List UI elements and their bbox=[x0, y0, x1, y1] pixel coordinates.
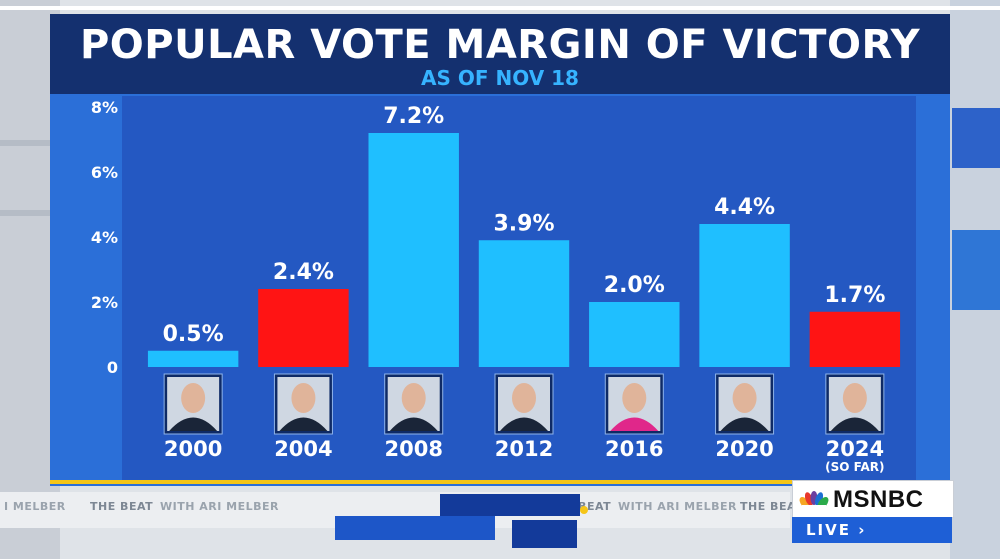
portrait-face-2020 bbox=[732, 383, 757, 413]
value-label-2008: 7.2% bbox=[383, 104, 444, 129]
bar-chart: 0 2% 4% 6% 8% 0.5% 2000 2.4% 2004 7.2% 2008 3.9% 201… bbox=[91, 98, 901, 474]
y-tick-label: 8% bbox=[91, 98, 118, 117]
bar-2016 bbox=[589, 302, 680, 367]
bar-2024 bbox=[809, 311, 901, 367]
x-tick-label-2016: 2016 bbox=[605, 437, 663, 461]
bar-2004 bbox=[258, 289, 349, 367]
portrait-face-2008 bbox=[401, 383, 426, 413]
ticker-dot bbox=[580, 506, 588, 514]
portrait-face-2004 bbox=[291, 383, 316, 413]
portrait-body-2012 bbox=[500, 417, 548, 431]
live-badge: LIVE › bbox=[792, 517, 952, 543]
ticker-block bbox=[512, 520, 577, 548]
bar-2000 bbox=[147, 350, 239, 367]
portrait-face-2012 bbox=[512, 383, 536, 413]
ticker-host-2: WITH ARI MELBER bbox=[618, 500, 738, 513]
ticker-show-1: THE BEAT bbox=[90, 500, 154, 513]
portrait-body-2004 bbox=[279, 417, 328, 431]
value-label-2020: 4.4% bbox=[714, 195, 775, 220]
y-tick-label: 6% bbox=[91, 163, 118, 182]
portrait-body-2024 bbox=[830, 417, 879, 431]
value-label-2024: 1.7% bbox=[824, 283, 885, 308]
y-tick-label: 4% bbox=[91, 228, 118, 247]
ticker-block bbox=[440, 494, 580, 516]
portrait-body-2020 bbox=[720, 417, 769, 431]
x-tick-label-2000: 2000 bbox=[164, 437, 222, 461]
chart-subtitle: AS OF NOV 18 bbox=[421, 66, 579, 90]
chart-title: POPULAR VOTE MARGIN OF VICTORY bbox=[79, 22, 921, 68]
value-label-2016: 2.0% bbox=[604, 273, 665, 298]
value-label-2012: 3.9% bbox=[493, 211, 554, 236]
y-tick-label: 0 bbox=[107, 358, 118, 377]
ticker-block bbox=[335, 516, 495, 540]
ticker-show-3: THE BEAT bbox=[740, 500, 804, 513]
title-band: POPULAR VOTE MARGIN OF VICTORY AS OF NOV… bbox=[50, 14, 950, 94]
chart-panel: POPULAR VOTE MARGIN OF VICTORY AS OF NOV… bbox=[50, 14, 950, 486]
x-tick-label-2008: 2008 bbox=[384, 437, 442, 461]
network-name: MSNBC bbox=[833, 486, 924, 513]
portrait-body-2000 bbox=[169, 417, 218, 431]
panel-bottom-rule bbox=[50, 480, 950, 484]
bar-2020 bbox=[699, 224, 790, 367]
portrait-face-2000 bbox=[181, 383, 206, 413]
bar-2008 bbox=[368, 133, 459, 367]
live-label: LIVE › bbox=[806, 521, 867, 539]
value-label-2004: 2.4% bbox=[273, 260, 334, 285]
value-label-2000: 0.5% bbox=[163, 322, 224, 347]
x-tick-label-2004: 2004 bbox=[274, 437, 332, 461]
portrait-body-2008 bbox=[389, 417, 438, 431]
x-tick-label-2020: 2020 bbox=[715, 437, 773, 461]
network-bug: MSNBC bbox=[792, 480, 954, 518]
x-tick-label-2024: 2024 bbox=[826, 437, 884, 461]
portrait-body-2016 bbox=[610, 417, 659, 431]
y-tick-label: 2% bbox=[91, 293, 118, 312]
portrait-face-2016 bbox=[622, 383, 647, 413]
ticker-host-fragment: I MELBER bbox=[4, 500, 66, 513]
portrait-face-2024 bbox=[842, 383, 867, 413]
ticker-host-1: WITH ARI MELBER bbox=[160, 500, 280, 513]
peacock-icon bbox=[799, 491, 829, 511]
x-tick-label-2012: 2012 bbox=[495, 437, 553, 461]
x-tick-note-2024: (SO FAR) bbox=[825, 460, 884, 474]
bar-2012 bbox=[478, 240, 570, 367]
